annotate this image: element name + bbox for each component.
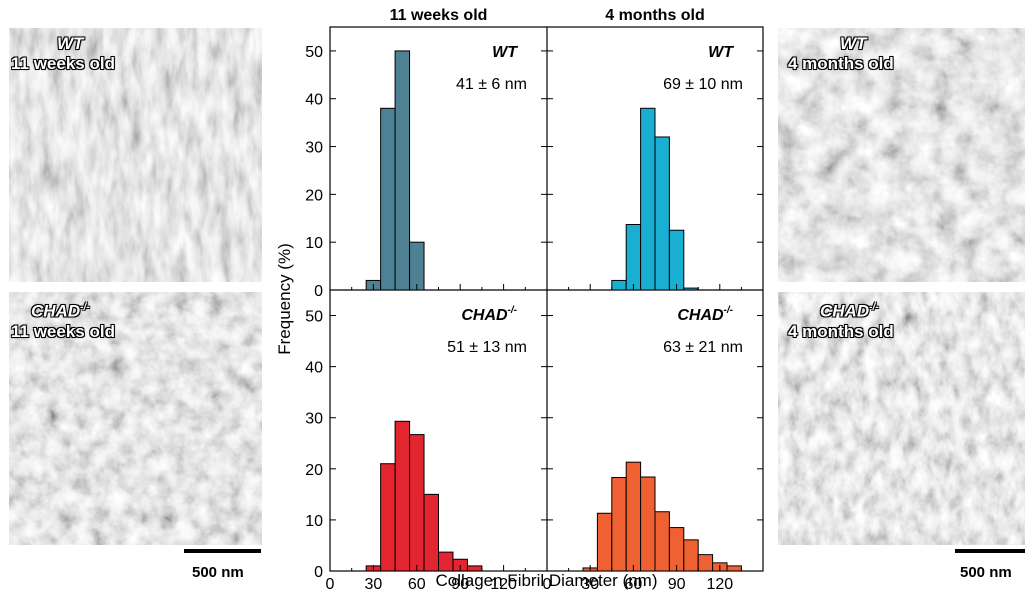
bar-top-right-50: [611, 279, 627, 291]
panel-genotype-label: CHAD-/-: [677, 305, 733, 324]
bar-bottom-left-70: [423, 493, 439, 572]
y-tick-label: 0: [314, 564, 323, 581]
bar-top-right-100: [683, 287, 699, 291]
y-tick-label: 30: [305, 140, 323, 157]
x-tick-label: 0: [326, 576, 335, 592]
y-tick-label: 10: [305, 235, 323, 252]
panel-mean-stat: 69 ± 10 nm: [663, 76, 743, 93]
y-tick-label: 30: [305, 411, 323, 428]
micrograph-chad-4-months: CHAD-/- 4 months old: [778, 292, 1025, 545]
bar-top-left-40: [380, 107, 396, 291]
bar-bottom-right-40: [596, 512, 613, 572]
bar-bottom-right-80: [654, 511, 670, 572]
bar-bottom-right-90: [668, 527, 685, 572]
column-title: 4 months old: [605, 7, 705, 24]
bar-top-right-70: [640, 107, 656, 291]
x-tick-label: 60: [408, 576, 426, 592]
scale-bar-left: [184, 549, 261, 553]
micrograph-age: 11 weeks old: [11, 54, 115, 73]
bar-bottom-left-50: [394, 420, 411, 572]
bar-bottom-right-50: [611, 477, 627, 572]
bar-bottom-right-130: [726, 565, 742, 572]
y-tick-label: 20: [305, 187, 323, 204]
x-tick-label: 30: [581, 576, 599, 592]
x-tick-label: 60: [625, 576, 643, 592]
micrograph-label: CHAD-/- 11 weeks old: [9, 298, 262, 342]
y-tick-label: 10: [305, 513, 323, 530]
panel-genotype-label: CHAD-/-: [461, 305, 517, 324]
panel-genotype-label: WT: [708, 44, 734, 61]
bar-bottom-right-100: [683, 539, 699, 572]
micrograph-genotype: WT: [57, 34, 84, 53]
micrograph-age: 11 weeks old: [11, 321, 115, 341]
bar-bottom-left-60: [409, 434, 425, 572]
micrograph-wt-11-weeks: WT 11 weeks old: [9, 28, 262, 282]
x-axis-title: Collagen Fibril Diameter (nm): [435, 571, 657, 590]
micrograph-genotype: WT: [840, 34, 867, 53]
y-tick-label: 40: [305, 360, 323, 377]
chart-bars: [365, 50, 742, 572]
micrograph-genotype: CHAD-/-: [31, 301, 90, 321]
bar-bottom-right-110: [697, 554, 714, 572]
micrograph-chad-11-weeks: CHAD-/- 11 weeks old: [9, 292, 262, 545]
panel-mean-stat: 63 ± 21 nm: [663, 339, 743, 356]
bar-bottom-left-40: [380, 463, 396, 572]
panel-genotype-label: WT: [492, 44, 518, 61]
scale-bar-right: [955, 549, 1025, 553]
y-axis-title: Frequency (%): [275, 243, 294, 354]
x-tick-label: 90: [668, 576, 686, 592]
micrograph-label: WT 4 months old: [778, 34, 1025, 74]
bar-top-right-90: [668, 229, 685, 291]
bar-bottom-right-70: [640, 476, 656, 572]
bar-top-right-80: [654, 136, 670, 291]
bar-bottom-left-80: [438, 551, 454, 572]
y-tick-label: 50: [305, 309, 323, 326]
micrograph-age: 4 months old: [788, 54, 894, 73]
y-tick-label: 20: [305, 462, 323, 479]
y-tick-label: 50: [305, 44, 323, 61]
bar-bottom-right-60: [625, 461, 642, 572]
bar-top-left-50: [394, 50, 411, 291]
micrograph-wt-4-months: WT 4 months old: [778, 28, 1025, 282]
micrograph-label: WT 11 weeks old: [9, 34, 262, 74]
scale-label-left: 500 nm: [192, 564, 244, 581]
panel-mean-stat: 41 ± 6 nm: [456, 76, 527, 93]
x-tick-label: 0: [543, 576, 552, 592]
micrograph-genotype: CHAD-/-: [820, 301, 879, 321]
x-tick-label: 120: [706, 576, 733, 592]
scale-label-right: 500 nm: [960, 564, 1012, 581]
y-tick-label: 40: [305, 92, 323, 109]
bar-top-right-60: [625, 223, 642, 291]
micrograph-label: CHAD-/- 4 months old: [778, 298, 1025, 342]
chart-ticks: [329, 50, 763, 572]
y-tick-label: 0: [314, 283, 323, 300]
x-tick-label: 120: [490, 576, 517, 592]
x-tick-label: 30: [365, 576, 383, 592]
micrograph-age: 4 months old: [788, 321, 894, 341]
bar-top-left-60: [409, 241, 425, 291]
panel-mean-stat: 51 ± 13 nm: [447, 339, 527, 356]
chart-labels: WT 41 ± 6 nm 11 weeks old WT 69 ± 10 nm 4 mon…: [275, 7, 743, 592]
column-title: 11 weeks old: [390, 7, 488, 24]
x-tick-label: 90: [451, 576, 469, 592]
